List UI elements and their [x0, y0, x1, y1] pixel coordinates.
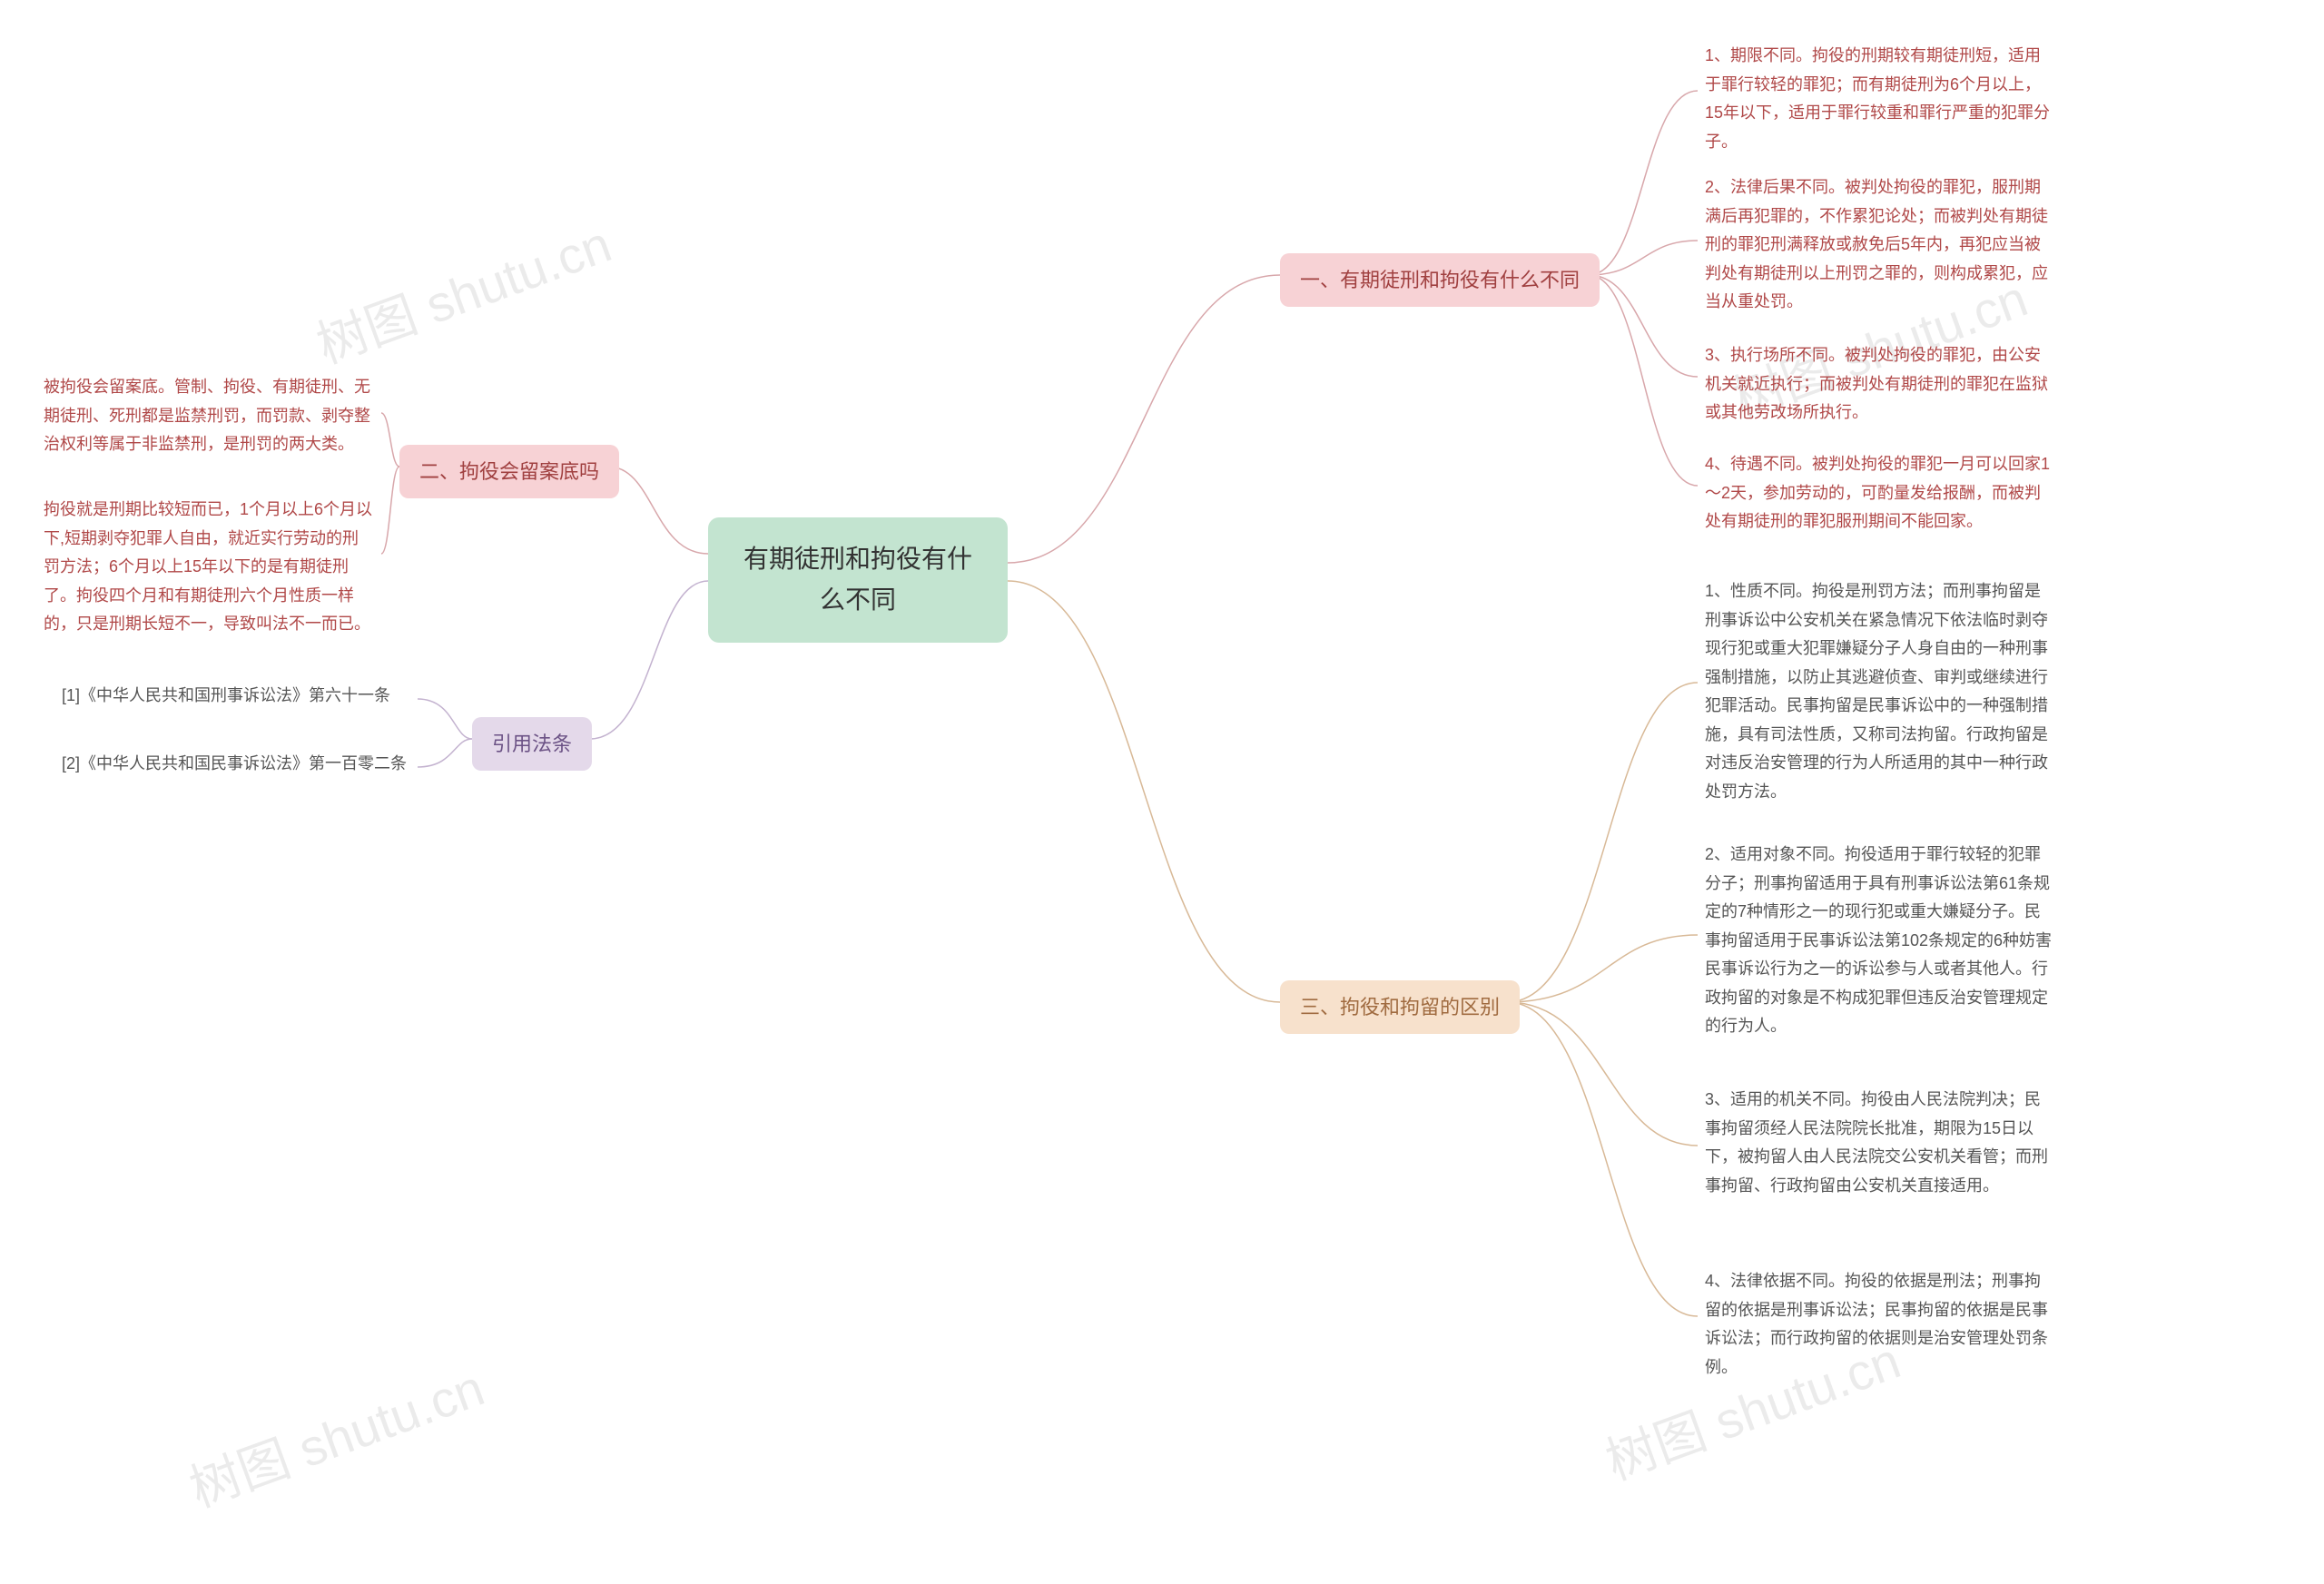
branch-node-2[interactable]: 二、拘役会留案底吗 [399, 445, 619, 498]
leaf-node[interactable]: 3、执行场所不同。被判处拘役的罪犯，由公安机关就近执行；而被判处有期徒刑的罪犯在… [1698, 336, 2061, 433]
leaf-node[interactable]: 3、适用的机关不同。拘役由人民法院判决；民事拘留须经人民法院院长批准，期限为15… [1698, 1080, 2061, 1205]
leaf-node[interactable]: 4、待遇不同。被判处拘役的罪犯一月可以回家1～2天，参加劳动的，可酌量发给报酬，… [1698, 445, 2061, 542]
watermark: 树图 shutu.cn [178, 1347, 493, 1521]
branch-node-1[interactable]: 一、有期徒刑和拘役有什么不同 [1280, 253, 1600, 307]
watermark: 树图 shutu.cn [305, 203, 620, 378]
branch-node-3[interactable]: 三、拘役和拘留的区别 [1280, 980, 1520, 1034]
leaf-node[interactable]: [2]《中华人民共和国民事诉讼法》第一百零二条 [54, 744, 418, 784]
leaf-node[interactable]: 2、适用对象不同。拘役适用于罪行较轻的犯罪分子；刑事拘留适用于具有刑事诉讼法第6… [1698, 835, 2061, 1047]
leaf-node[interactable]: 2、法律后果不同。被判处拘役的罪犯，服刑期满后再犯罪的，不作累犯论处；而被判处有… [1698, 168, 2061, 322]
leaf-node[interactable]: 1、期限不同。拘役的刑期较有期徒刑短，适用于罪行较轻的罪犯；而有期徒刑为6个月以… [1698, 36, 2061, 162]
leaf-node[interactable]: 被拘役会留案底。管制、拘役、有期徒刑、无期徒刑、死刑都是监禁刑罚，而罚款、剥夺整… [36, 368, 381, 465]
leaf-node[interactable]: 1、性质不同。拘役是刑罚方法；而刑事拘留是刑事诉讼中公安机关在紧急情况下依法临时… [1698, 572, 2061, 812]
leaf-node[interactable]: 4、法律依据不同。拘役的依据是刑法；刑事拘留的依据是刑事诉讼法；民事拘留的依据是… [1698, 1262, 2061, 1387]
root-node[interactable]: 有期徒刑和拘役有什么不同 [708, 517, 1008, 643]
leaf-node[interactable]: [1]《中华人民共和国刑事诉讼法》第六十一条 [54, 676, 418, 716]
leaf-node[interactable]: 拘役就是刑期比较短而已，1个月以上6个月以下,短期剥夺犯罪人自由，就近实行劳动的… [36, 490, 381, 644]
branch-node-refs[interactable]: 引用法条 [472, 717, 592, 771]
